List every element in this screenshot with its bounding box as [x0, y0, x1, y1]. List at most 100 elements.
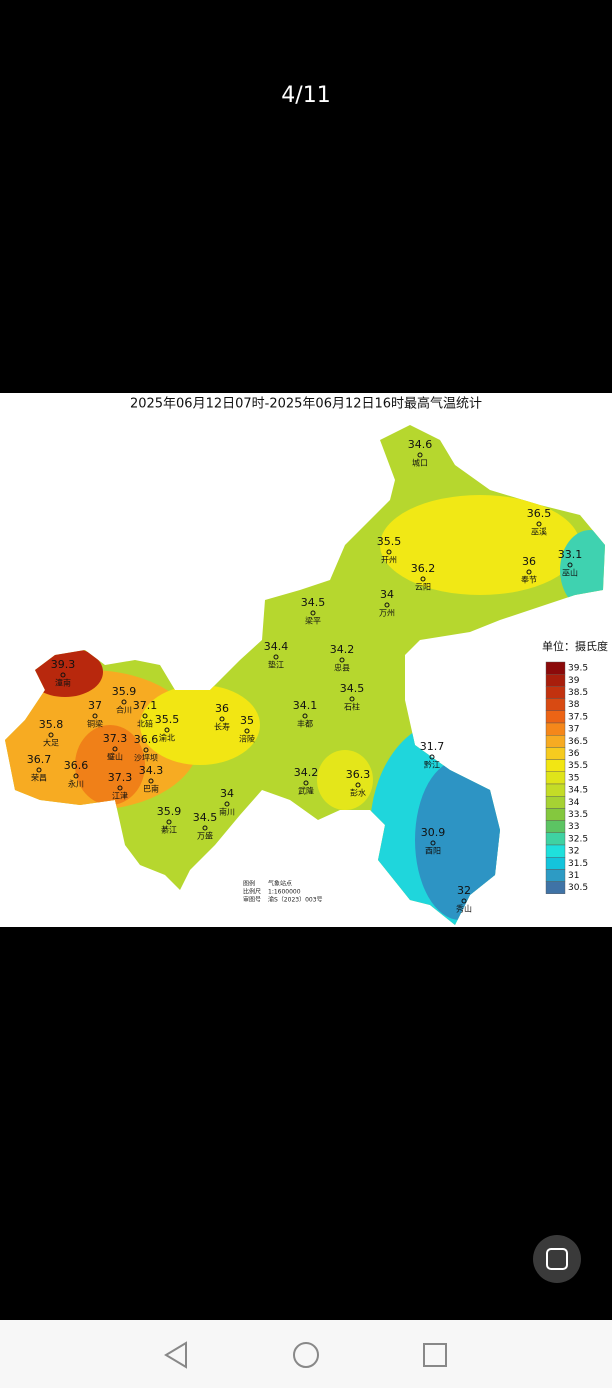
station-name: 大足	[43, 738, 59, 748]
station-name: 南川	[219, 807, 235, 817]
legend-label: 36	[568, 749, 580, 759]
legend-swatch	[545, 832, 566, 846]
station-name: 忠县	[334, 664, 350, 673]
station-dot	[567, 562, 573, 568]
station-name: 璧山	[107, 752, 123, 762]
station-dot	[244, 728, 250, 734]
station-value: 36.5	[527, 507, 552, 520]
station-dot	[202, 825, 208, 831]
station-dot	[224, 801, 230, 807]
station-value: 36.3	[346, 768, 371, 781]
station-value: 35.9	[157, 805, 182, 818]
note: 审图号	[243, 896, 261, 904]
legend-label: 34.5	[568, 786, 588, 796]
legend-swatch	[545, 661, 566, 675]
station-name: 酉阳	[425, 847, 441, 856]
legend-label: 35	[568, 773, 579, 783]
station-name: 武隆	[298, 786, 314, 796]
station-dot	[112, 746, 118, 752]
station-value: 35.5	[155, 713, 180, 726]
station-value: 33.1	[558, 548, 583, 561]
lens-button[interactable]	[533, 1235, 581, 1283]
station-dot	[73, 773, 79, 779]
legend-label: 37	[568, 725, 579, 735]
station-name: 长寿	[214, 722, 230, 732]
station-value: 35.5	[377, 535, 402, 548]
station-dot	[536, 521, 542, 527]
legend-label: 35.5	[568, 761, 588, 771]
station-dot	[164, 727, 170, 733]
station-value: 35.8	[39, 718, 64, 731]
station-name: 巴南	[143, 784, 159, 794]
station-dot	[420, 576, 426, 582]
station-dot	[143, 747, 149, 753]
station-dot	[303, 780, 309, 786]
legend-swatch	[545, 783, 566, 797]
station-dot	[148, 778, 154, 784]
map-title: 2025年06月12日07时-2025年06月12日16时最高气温统计	[130, 396, 482, 412]
station-value: 37.3	[108, 771, 133, 784]
station-name: 北碚	[137, 719, 153, 729]
station-name: 黔江	[424, 760, 440, 770]
station-value: 34.6	[408, 438, 433, 451]
legend-label: 34	[568, 798, 580, 808]
station-value: 34	[220, 787, 234, 800]
legend-unit: 单位：摄氏度	[542, 639, 608, 653]
page-counter: 4/11	[281, 83, 330, 108]
station-value: 32	[457, 884, 471, 897]
station-name: 綦江	[161, 825, 177, 835]
recents-button[interactable]	[423, 1343, 447, 1367]
legend-swatch	[545, 808, 566, 821]
home-button[interactable]	[293, 1342, 319, 1368]
station-name: 丰都	[297, 719, 313, 729]
note: 渝S（2023）003号	[268, 896, 323, 904]
station-value: 34	[380, 588, 394, 601]
legend-label: 33	[568, 822, 579, 832]
station-dot	[461, 898, 467, 904]
station-value: 37	[88, 699, 102, 712]
station-value: 36	[522, 555, 536, 568]
station-name: 奉节	[521, 575, 537, 585]
legend-label: 36.5	[568, 737, 588, 747]
station-value: 37.1	[133, 699, 158, 712]
legend-swatch	[545, 759, 566, 772]
station-name: 万州	[379, 609, 395, 618]
station-name: 巫溪	[531, 527, 547, 537]
legend-label: 31.5	[568, 859, 588, 869]
legend-swatch	[545, 735, 566, 748]
station-dot	[142, 713, 148, 719]
station-dot	[310, 610, 316, 616]
legend-swatch	[545, 710, 566, 724]
station-name: 江津	[112, 791, 128, 801]
legend-swatch	[545, 881, 566, 894]
legend-label: 32.5	[568, 834, 588, 844]
station-value: 36.6	[134, 733, 159, 746]
station-dot	[117, 785, 123, 791]
station-name: 荣昌	[31, 773, 47, 783]
legend-swatch	[545, 698, 566, 711]
station-dot	[302, 713, 308, 719]
back-button[interactable]	[164, 1341, 187, 1369]
note: 比例尺	[243, 888, 261, 896]
station-value: 34.5	[340, 682, 365, 695]
station-dot	[36, 767, 42, 773]
station-value: 39.3	[51, 658, 76, 671]
station-dot	[339, 657, 345, 663]
legend-label: 31	[568, 871, 579, 881]
station-name: 梁平	[305, 617, 321, 626]
station-value: 30.9	[421, 826, 446, 839]
station-dot	[355, 782, 361, 788]
legend-swatch	[545, 796, 566, 809]
lens-bg[interactable]	[533, 1235, 581, 1283]
legend-label: 39	[568, 676, 580, 686]
station-value: 35.9	[112, 685, 137, 698]
station-dot	[60, 672, 66, 678]
station-dot	[417, 452, 423, 458]
legend-swatch	[545, 747, 566, 760]
station-value: 36.2	[411, 562, 436, 575]
legend-swatch	[545, 820, 566, 833]
station-value: 34.2	[294, 766, 319, 779]
station-value: 34.1	[293, 699, 318, 712]
